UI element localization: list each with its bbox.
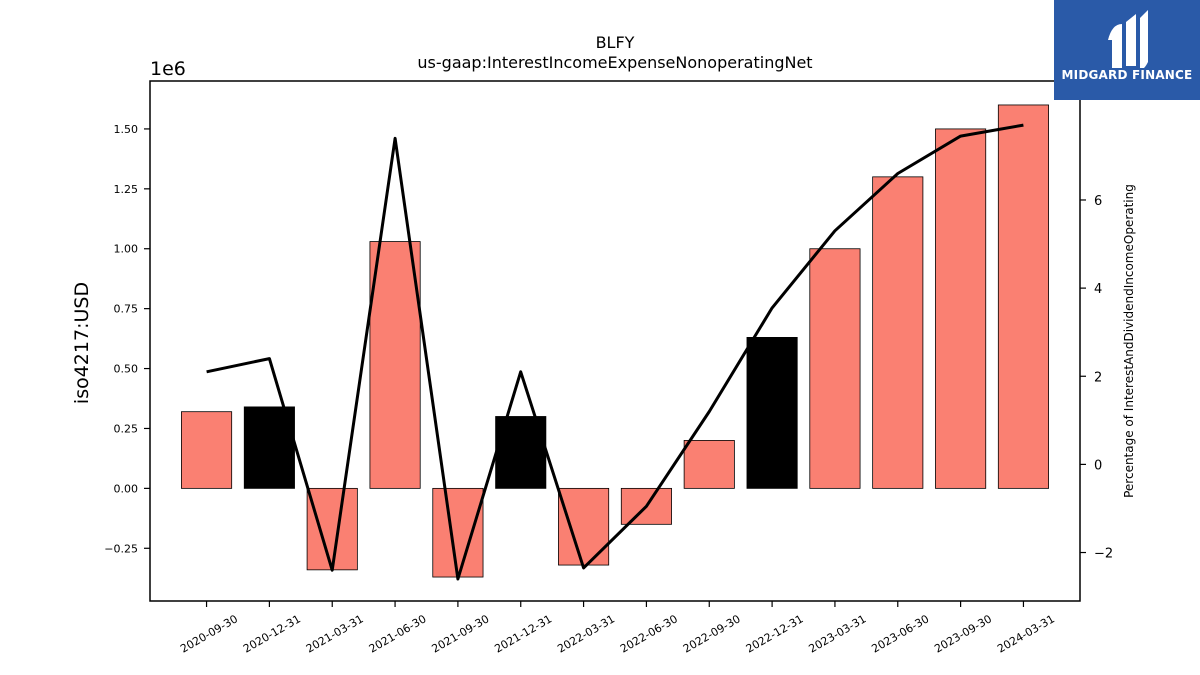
bar-2021-09-30 (432, 487, 484, 578)
x-tick-label: 2022-03-31 (555, 612, 617, 655)
y2-tick-label: −2 (1094, 547, 1113, 562)
x-tick-label: 2021-06-30 (367, 612, 429, 655)
y-tick-label: 1.25 (114, 183, 139, 196)
y-tick-label: −0.25 (104, 542, 138, 555)
plot-frame (149, 80, 1081, 602)
bar-2022-09-30 (683, 440, 735, 489)
y-tick-label: 0.25 (114, 422, 139, 435)
brand-logo: MIDGARD FINANCE (1054, 0, 1200, 100)
y2-axis-label: Percentage of InterestAndDividendIncomeO… (1122, 184, 1136, 498)
y-tick-label: 0.00 (114, 482, 139, 495)
bar-2023-03-31 (809, 248, 861, 489)
y2-tick-label: 6 (1094, 194, 1102, 209)
x-tick-label: 2022-09-30 (681, 612, 743, 655)
x-tick-label: 2024-03-31 (995, 612, 1057, 655)
bar-2022-12-31 (746, 337, 798, 489)
bar-2020-12-31 (243, 406, 295, 489)
x-tick-label: 2022-06-30 (618, 612, 680, 655)
bar-2023-09-30 (935, 128, 987, 489)
bar-2022-03-31 (558, 487, 610, 566)
x-tick-label: 2021-09-30 (430, 612, 492, 655)
line-series (206, 123, 1024, 581)
x-tick-label: 2020-09-30 (178, 612, 240, 655)
bar-2021-03-31 (306, 487, 358, 571)
chart-subtitle: us-gaap:InterestIncomeExpenseNonoperatin… (417, 53, 812, 72)
y-tick-label: 0.50 (114, 363, 139, 376)
logo-text: MIDGARD FINANCE (1061, 68, 1193, 82)
logo-mark-icon (1108, 10, 1148, 68)
x-tick-label: 2021-12-31 (492, 612, 554, 655)
bar-2023-06-30 (872, 176, 924, 489)
y-tick-label: 1.50 (114, 123, 139, 136)
chart-title: BLFY (596, 33, 635, 52)
x-tick-label: 2020-12-31 (241, 612, 303, 655)
x-tick-label: 2021-03-31 (304, 612, 366, 655)
y-tick-label: 1.00 (114, 243, 139, 256)
y2-tick-label: 0 (1094, 458, 1102, 473)
bar-2021-06-30 (369, 241, 421, 489)
y2-tick-label: 2 (1094, 370, 1102, 385)
x-tick-label: 2023-03-31 (807, 612, 869, 655)
bar-2020-09-30 (181, 411, 233, 489)
bar-2024-03-31 (997, 104, 1049, 489)
x-tick-label: 2023-06-30 (869, 612, 931, 655)
y-tick-label: 0.75 (114, 303, 139, 316)
x-tick-label: 2022-12-31 (744, 612, 806, 655)
y2-tick-label: 4 (1094, 282, 1102, 297)
y-offset-label: 1e6 (150, 58, 186, 80)
y-axis-label: iso4217:USD (71, 282, 93, 404)
x-tick-label: 2023-09-30 (932, 612, 994, 655)
